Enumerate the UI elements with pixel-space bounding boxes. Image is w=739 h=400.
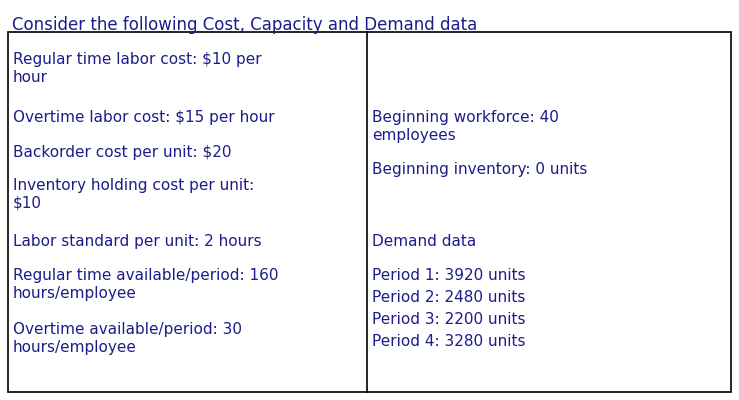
Text: Regular time available/period: 160
hours/employee: Regular time available/period: 160 hours…	[13, 268, 279, 301]
Text: Demand data: Demand data	[372, 234, 477, 249]
Text: Beginning inventory: 0 units: Beginning inventory: 0 units	[372, 162, 588, 177]
Text: Inventory holding cost per unit:
$10: Inventory holding cost per unit: $10	[13, 178, 254, 211]
Text: Regular time labor cost: $10 per
hour: Regular time labor cost: $10 per hour	[13, 52, 262, 85]
Text: Overtime labor cost: $15 per hour: Overtime labor cost: $15 per hour	[13, 110, 275, 125]
Text: Period 4: 3280 units: Period 4: 3280 units	[372, 334, 526, 349]
Text: Beginning workforce: 40
employees: Beginning workforce: 40 employees	[372, 110, 559, 143]
Text: Period 3: 2200 units: Period 3: 2200 units	[372, 312, 526, 327]
Text: Consider the following Cost, Capacity and Demand data: Consider the following Cost, Capacity an…	[12, 16, 477, 34]
Text: Period 1: 3920 units: Period 1: 3920 units	[372, 268, 526, 283]
Text: Period 2: 2480 units: Period 2: 2480 units	[372, 290, 525, 305]
Text: Labor standard per unit: 2 hours: Labor standard per unit: 2 hours	[13, 234, 262, 249]
Text: Backorder cost per unit: $20: Backorder cost per unit: $20	[13, 145, 231, 160]
Text: Overtime available/period: 30
hours/employee: Overtime available/period: 30 hours/empl…	[13, 322, 242, 355]
